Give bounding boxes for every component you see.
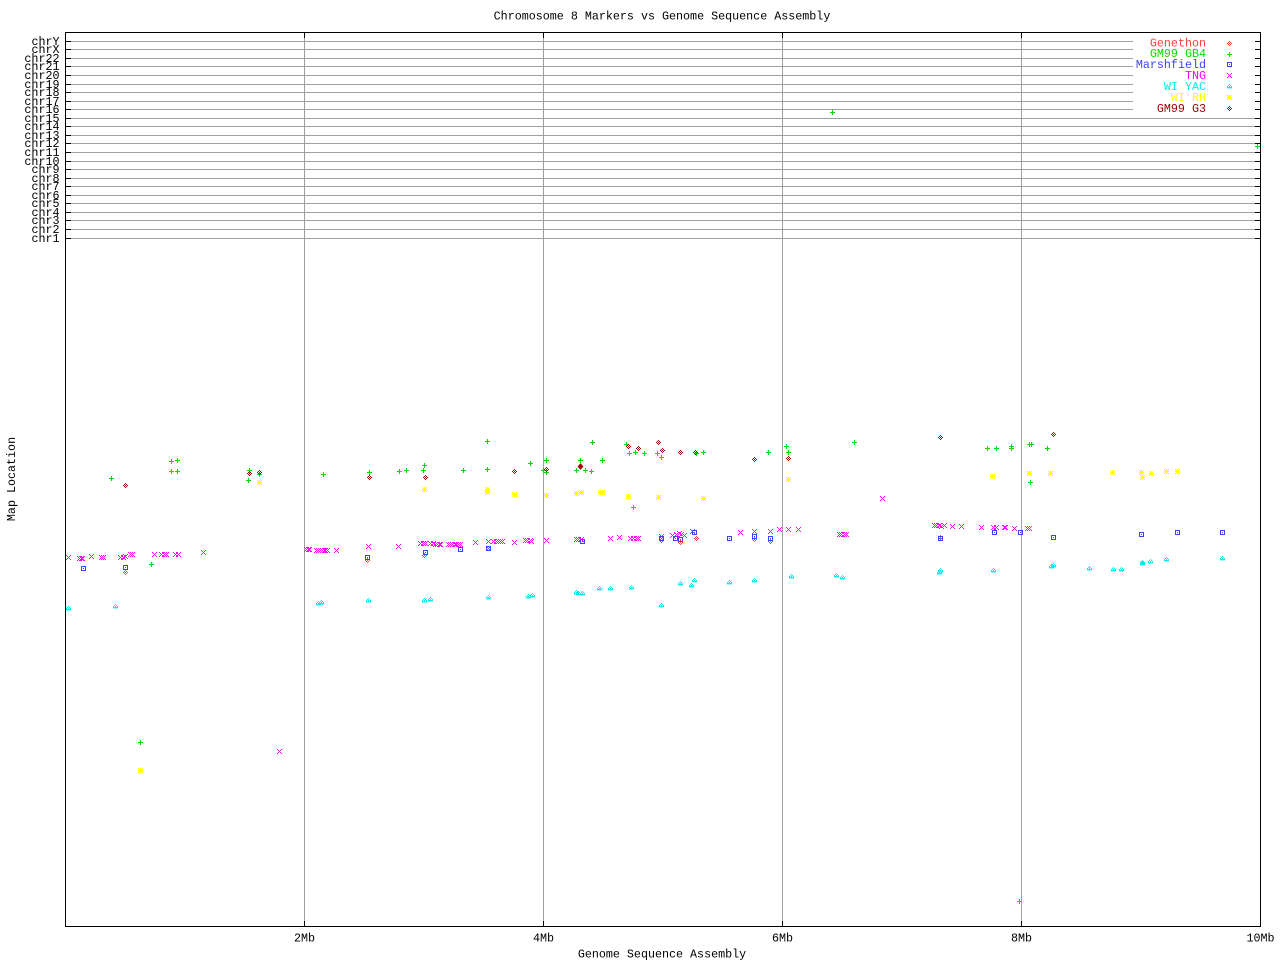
svg-text:chr22: chr22: [24, 52, 59, 66]
svg-text:chr19: chr19: [24, 78, 59, 92]
svg-text:chr14: chr14: [24, 120, 59, 134]
svg-text:chr3: chr3: [31, 214, 59, 228]
svg-text:chr10: chr10: [24, 155, 59, 169]
svg-text:chrY: chrY: [31, 35, 59, 49]
svg-text:WI YAC: WI YAC: [1164, 80, 1206, 94]
svg-text:Map Location: Map Location: [5, 437, 19, 521]
svg-text:6Mb: 6Mb: [772, 932, 793, 946]
svg-text:chr9: chr9: [31, 163, 59, 177]
svg-text:Marshfield: Marshfield: [1136, 58, 1206, 72]
svg-text:WI RH: WI RH: [1171, 91, 1206, 105]
svg-text:chr18: chr18: [24, 86, 59, 100]
svg-text:chr21: chr21: [24, 60, 59, 74]
svg-text:chr15: chr15: [24, 112, 59, 126]
svg-text:chrX: chrX: [31, 43, 59, 57]
svg-text:Genome Sequence Assembly: Genome Sequence Assembly: [578, 948, 746, 960]
svg-text:chr12: chr12: [24, 137, 59, 151]
svg-text:chr16: chr16: [24, 103, 59, 117]
svg-text:8Mb: 8Mb: [1011, 932, 1032, 946]
svg-text:2Mb: 2Mb: [294, 932, 315, 946]
svg-text:GM99 G3: GM99 G3: [1157, 102, 1206, 116]
svg-text:TNG: TNG: [1185, 69, 1206, 83]
svg-text:chr20: chr20: [24, 69, 59, 83]
svg-text:chr8: chr8: [31, 172, 59, 186]
svg-text:Genethon: Genethon: [1150, 36, 1206, 50]
svg-text:chr7: chr7: [31, 180, 59, 194]
svg-text:chr5: chr5: [31, 197, 59, 211]
svg-text:Chromosome 8 Markers vs Genome: Chromosome 8 Markers vs Genome Sequence …: [494, 10, 831, 24]
svg-text:chr4: chr4: [31, 206, 59, 220]
svg-text:chr6: chr6: [31, 189, 59, 203]
svg-text:chr11: chr11: [24, 146, 59, 160]
svg-text:GM99 GB4: GM99 GB4: [1150, 47, 1206, 61]
svg-text:chr2: chr2: [31, 223, 59, 237]
svg-text:10Mb: 10Mb: [1246, 932, 1274, 946]
svg-text:4Mb: 4Mb: [533, 932, 554, 946]
svg-text:chr13: chr13: [24, 129, 59, 143]
svg-text:chr17: chr17: [24, 95, 59, 109]
svg-text:chr1: chr1: [31, 232, 59, 246]
